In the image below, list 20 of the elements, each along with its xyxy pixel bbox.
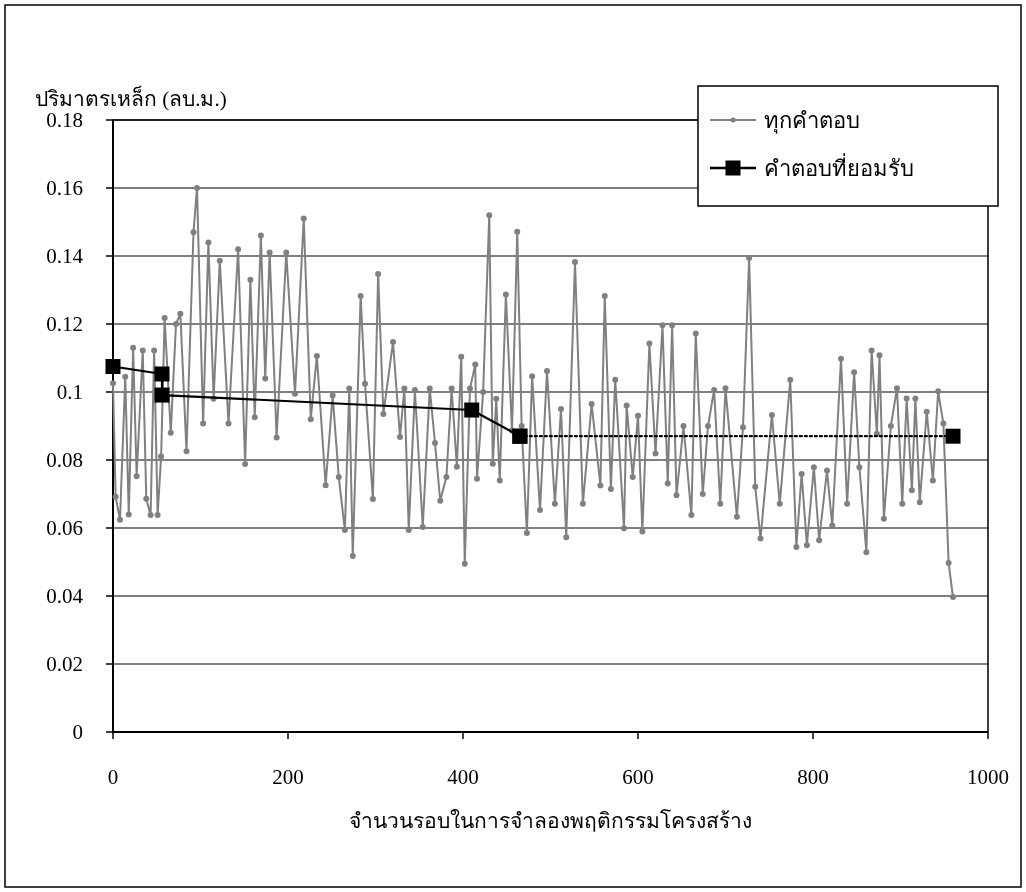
y-tick-label: 0.1 [56,380,83,404]
x-tick-label: 800 [797,765,829,789]
x-tick-label: 200 [272,765,304,789]
x-tick-label: 1000 [967,765,1009,789]
y-axis-title: ปริมาตรเหล็ก (ลบ.ม.) [35,85,227,111]
x-tick-label: 600 [622,765,654,789]
legend-label: คำตอบที่ยอมรับ [764,153,914,181]
y-tick-label: 0 [72,720,83,744]
x-tick-label: 0 [107,765,119,789]
y-tick-label: 0.18 [46,108,83,132]
y-tick-label: 0.02 [46,652,83,676]
x-tick-label: 400 [447,765,479,789]
legend-label: ทุกคำตอบ [764,108,860,134]
y-tick-label: 0.08 [46,448,83,472]
y-tick-label: 0.12 [46,312,83,336]
y-tick-label: 0.16 [46,176,83,200]
y-tick-label: 0.04 [46,584,84,608]
y-tick-label: 0.06 [46,516,83,540]
x-axis-title: จำนวนรอบในการจำลองพฤติกรรมโครงสร้าง [349,809,752,833]
y-tick-label: 0.14 [46,244,84,268]
